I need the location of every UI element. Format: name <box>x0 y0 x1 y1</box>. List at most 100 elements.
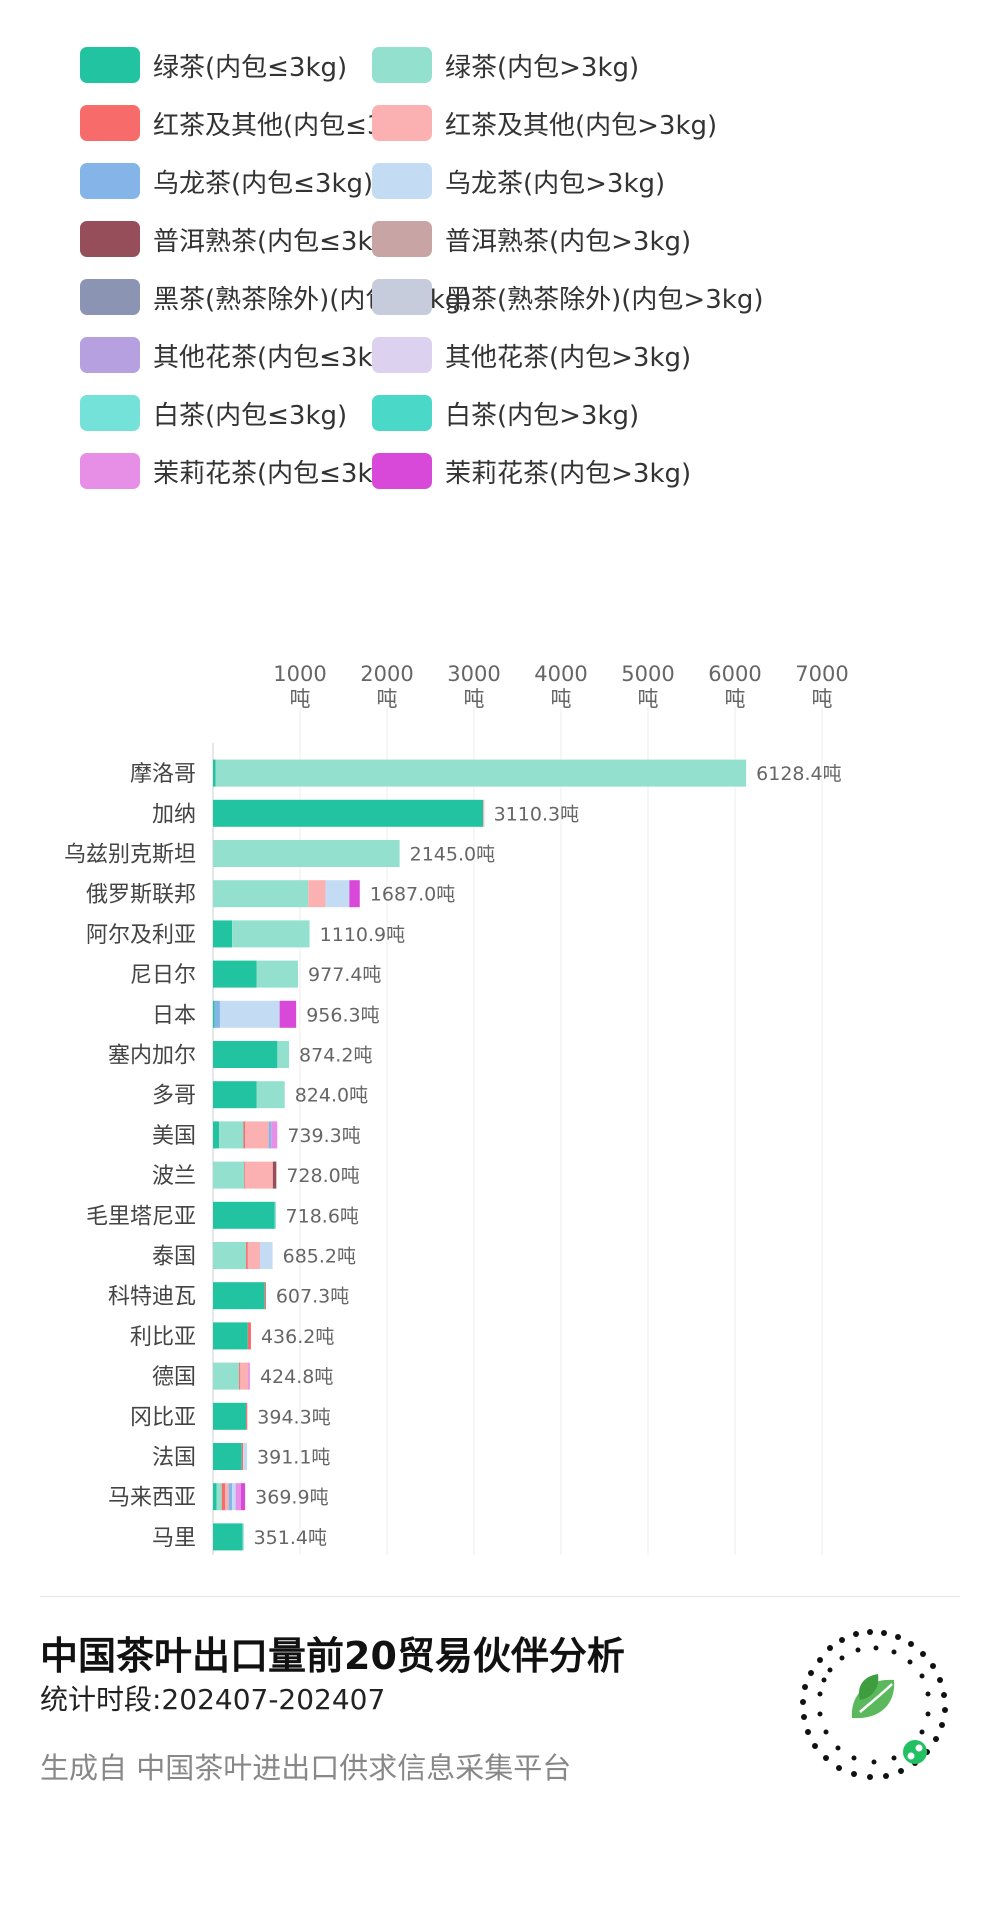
bar-segment <box>219 1121 244 1149</box>
bar-segment <box>259 1242 273 1269</box>
legend-item[interactable]: 其他花茶(内包≤3kg) <box>80 335 399 375</box>
legend-swatch <box>372 47 432 83</box>
legend-label: 绿茶(内包≤3kg) <box>153 52 348 83</box>
data-label: 2145.0吨 <box>410 844 495 866</box>
category-label: 加纳 <box>152 802 196 827</box>
data-label: 391.1吨 <box>257 1447 330 1469</box>
data-label: 3110.3吨 <box>494 803 579 825</box>
legend-swatch <box>80 279 140 315</box>
legend-item[interactable]: 绿茶(内包>3kg) <box>372 45 639 85</box>
category-label: 美国 <box>152 1124 196 1149</box>
data-label: 6128.4吨 <box>756 763 841 785</box>
bar-segment <box>232 1483 236 1511</box>
source-note: 生成自 中国茶叶进出口供求信息采集平台 <box>40 1751 572 1785</box>
x-tick-unit: 吨 <box>812 687 833 711</box>
bar-segment <box>325 880 350 908</box>
data-label: 436.2吨 <box>261 1326 334 1348</box>
legend-item[interactable]: 绿茶(内包≤3kg) <box>80 45 347 85</box>
bar-segment <box>235 1483 241 1511</box>
legend-swatch <box>80 395 140 431</box>
bar-segment <box>271 1121 278 1149</box>
bar-segment <box>213 799 484 827</box>
legend-row: 乌龙茶(内包≤3kg) 乌龙茶(内包>3kg) <box>80 161 980 219</box>
legend-item[interactable]: 茉莉花茶(内包≤3kg) <box>80 451 399 491</box>
legend-item[interactable]: 普洱熟茶(内包>3kg) <box>372 219 691 259</box>
bar-segment <box>213 1081 257 1109</box>
statistics-period: 统计时段:202407-202407 <box>40 1683 386 1716</box>
bar-segment <box>213 840 400 867</box>
data-label: 394.3吨 <box>257 1406 330 1428</box>
bar-segment <box>308 880 326 908</box>
chart-legend: 绿茶(内包≤3kg) 绿茶(内包>3kg) 红茶及其他(内包≤3kg) 红茶及其他(内… <box>80 45 980 509</box>
bar-segment <box>268 1121 272 1149</box>
bar-segment <box>232 920 310 948</box>
x-tick-unit: 吨 <box>464 687 485 711</box>
bar-segment <box>213 1282 265 1310</box>
bar-segment <box>244 1161 246 1189</box>
x-tick-label: 2000 <box>360 662 413 686</box>
x-tick-label: 1000 <box>273 662 326 686</box>
category-label: 利比亚 <box>130 1325 196 1350</box>
legend-swatch <box>372 337 432 373</box>
legend-swatch <box>372 279 432 315</box>
legend-label: 黑茶(熟茶除外)(内包>3kg) <box>445 284 764 315</box>
legend-item[interactable]: 黑茶(熟茶除外)(内包>3kg) <box>372 277 763 317</box>
legend-item[interactable]: 乌龙茶(内包>3kg) <box>372 161 665 201</box>
legend-row: 绿茶(内包≤3kg) 绿茶(内包>3kg) <box>80 45 980 103</box>
legend-label: 白茶(内包≤3kg) <box>153 400 348 431</box>
data-label: 874.2吨 <box>299 1045 372 1067</box>
bar-segment <box>213 920 233 948</box>
x-tick-label: 4000 <box>534 662 587 686</box>
category-label: 塞内加尔 <box>108 1044 196 1069</box>
category-label: 尼日尔 <box>130 963 196 988</box>
data-label: 956.3吨 <box>306 1004 379 1026</box>
bar-segment <box>228 1483 233 1511</box>
bar-segment <box>213 1523 243 1551</box>
legend-label: 茉莉花茶(内包≤3kg) <box>153 458 400 489</box>
category-label: 俄罗斯联邦 <box>86 883 196 908</box>
qr-code-icon[interactable] <box>790 1620 960 1790</box>
bar-segment <box>349 880 360 908</box>
legend-swatch <box>372 105 432 141</box>
legend-swatch <box>372 163 432 199</box>
legend-row: 普洱熟茶(内包≤3kg) 普洱熟茶(内包>3kg) <box>80 219 980 277</box>
legend-label: 普洱熟茶(内包>3kg) <box>445 226 692 257</box>
data-label: 739.3吨 <box>287 1125 360 1147</box>
category-label: 科特迪瓦 <box>108 1285 196 1310</box>
legend-item[interactable]: 乌龙茶(内包≤3kg) <box>80 161 373 201</box>
page-title: 中国茶叶出口量前20贸易伙伴分析 <box>40 1634 625 1678</box>
legend-row: 茉莉花茶(内包≤3kg) 茉莉花茶(内包>3kg) <box>80 451 980 509</box>
legend-item[interactable]: 其他花茶(内包>3kg) <box>372 335 691 375</box>
data-label: 607.3吨 <box>276 1286 349 1308</box>
bar-segment <box>279 1000 297 1028</box>
bar-segment <box>256 960 298 988</box>
x-tick-label: 7000 <box>795 662 848 686</box>
bar-segment <box>214 1000 220 1028</box>
bar-segment <box>213 1242 247 1269</box>
bar-segment <box>221 1483 226 1511</box>
category-label: 毛里塔尼亚 <box>86 1204 196 1229</box>
x-tick-unit: 吨 <box>725 687 746 711</box>
legend-swatch <box>80 453 140 489</box>
data-label: 728.0吨 <box>286 1165 359 1187</box>
legend-label: 乌龙茶(内包>3kg) <box>445 168 666 199</box>
legend-item[interactable]: 白茶(内包≤3kg) <box>80 393 347 433</box>
legend-item[interactable]: 普洱熟茶(内包≤3kg) <box>80 219 399 259</box>
data-label: 1110.9吨 <box>320 924 405 946</box>
data-label: 369.9吨 <box>255 1487 328 1509</box>
legend-label: 茉莉花茶(内包>3kg) <box>445 458 692 489</box>
bar-segment <box>246 1242 248 1269</box>
legend-item[interactable]: 茉莉花茶(内包>3kg) <box>372 451 691 491</box>
x-tick-label: 6000 <box>708 662 761 686</box>
bar-segment <box>213 1201 275 1229</box>
bar-segment <box>483 799 485 827</box>
legend-label: 红茶及其他(内包>3kg) <box>445 110 718 141</box>
data-label: 977.4吨 <box>308 964 381 986</box>
legend-label: 其他花茶(内包≤3kg) <box>153 342 400 373</box>
legend-item[interactable]: 红茶及其他(内包>3kg) <box>372 103 717 143</box>
bar-segment <box>243 1443 248 1470</box>
bar-segment <box>216 1483 222 1511</box>
category-label: 马里 <box>152 1526 196 1551</box>
legend-item[interactable]: 白茶(内包>3kg) <box>372 393 639 433</box>
category-label: 日本 <box>152 1003 196 1028</box>
